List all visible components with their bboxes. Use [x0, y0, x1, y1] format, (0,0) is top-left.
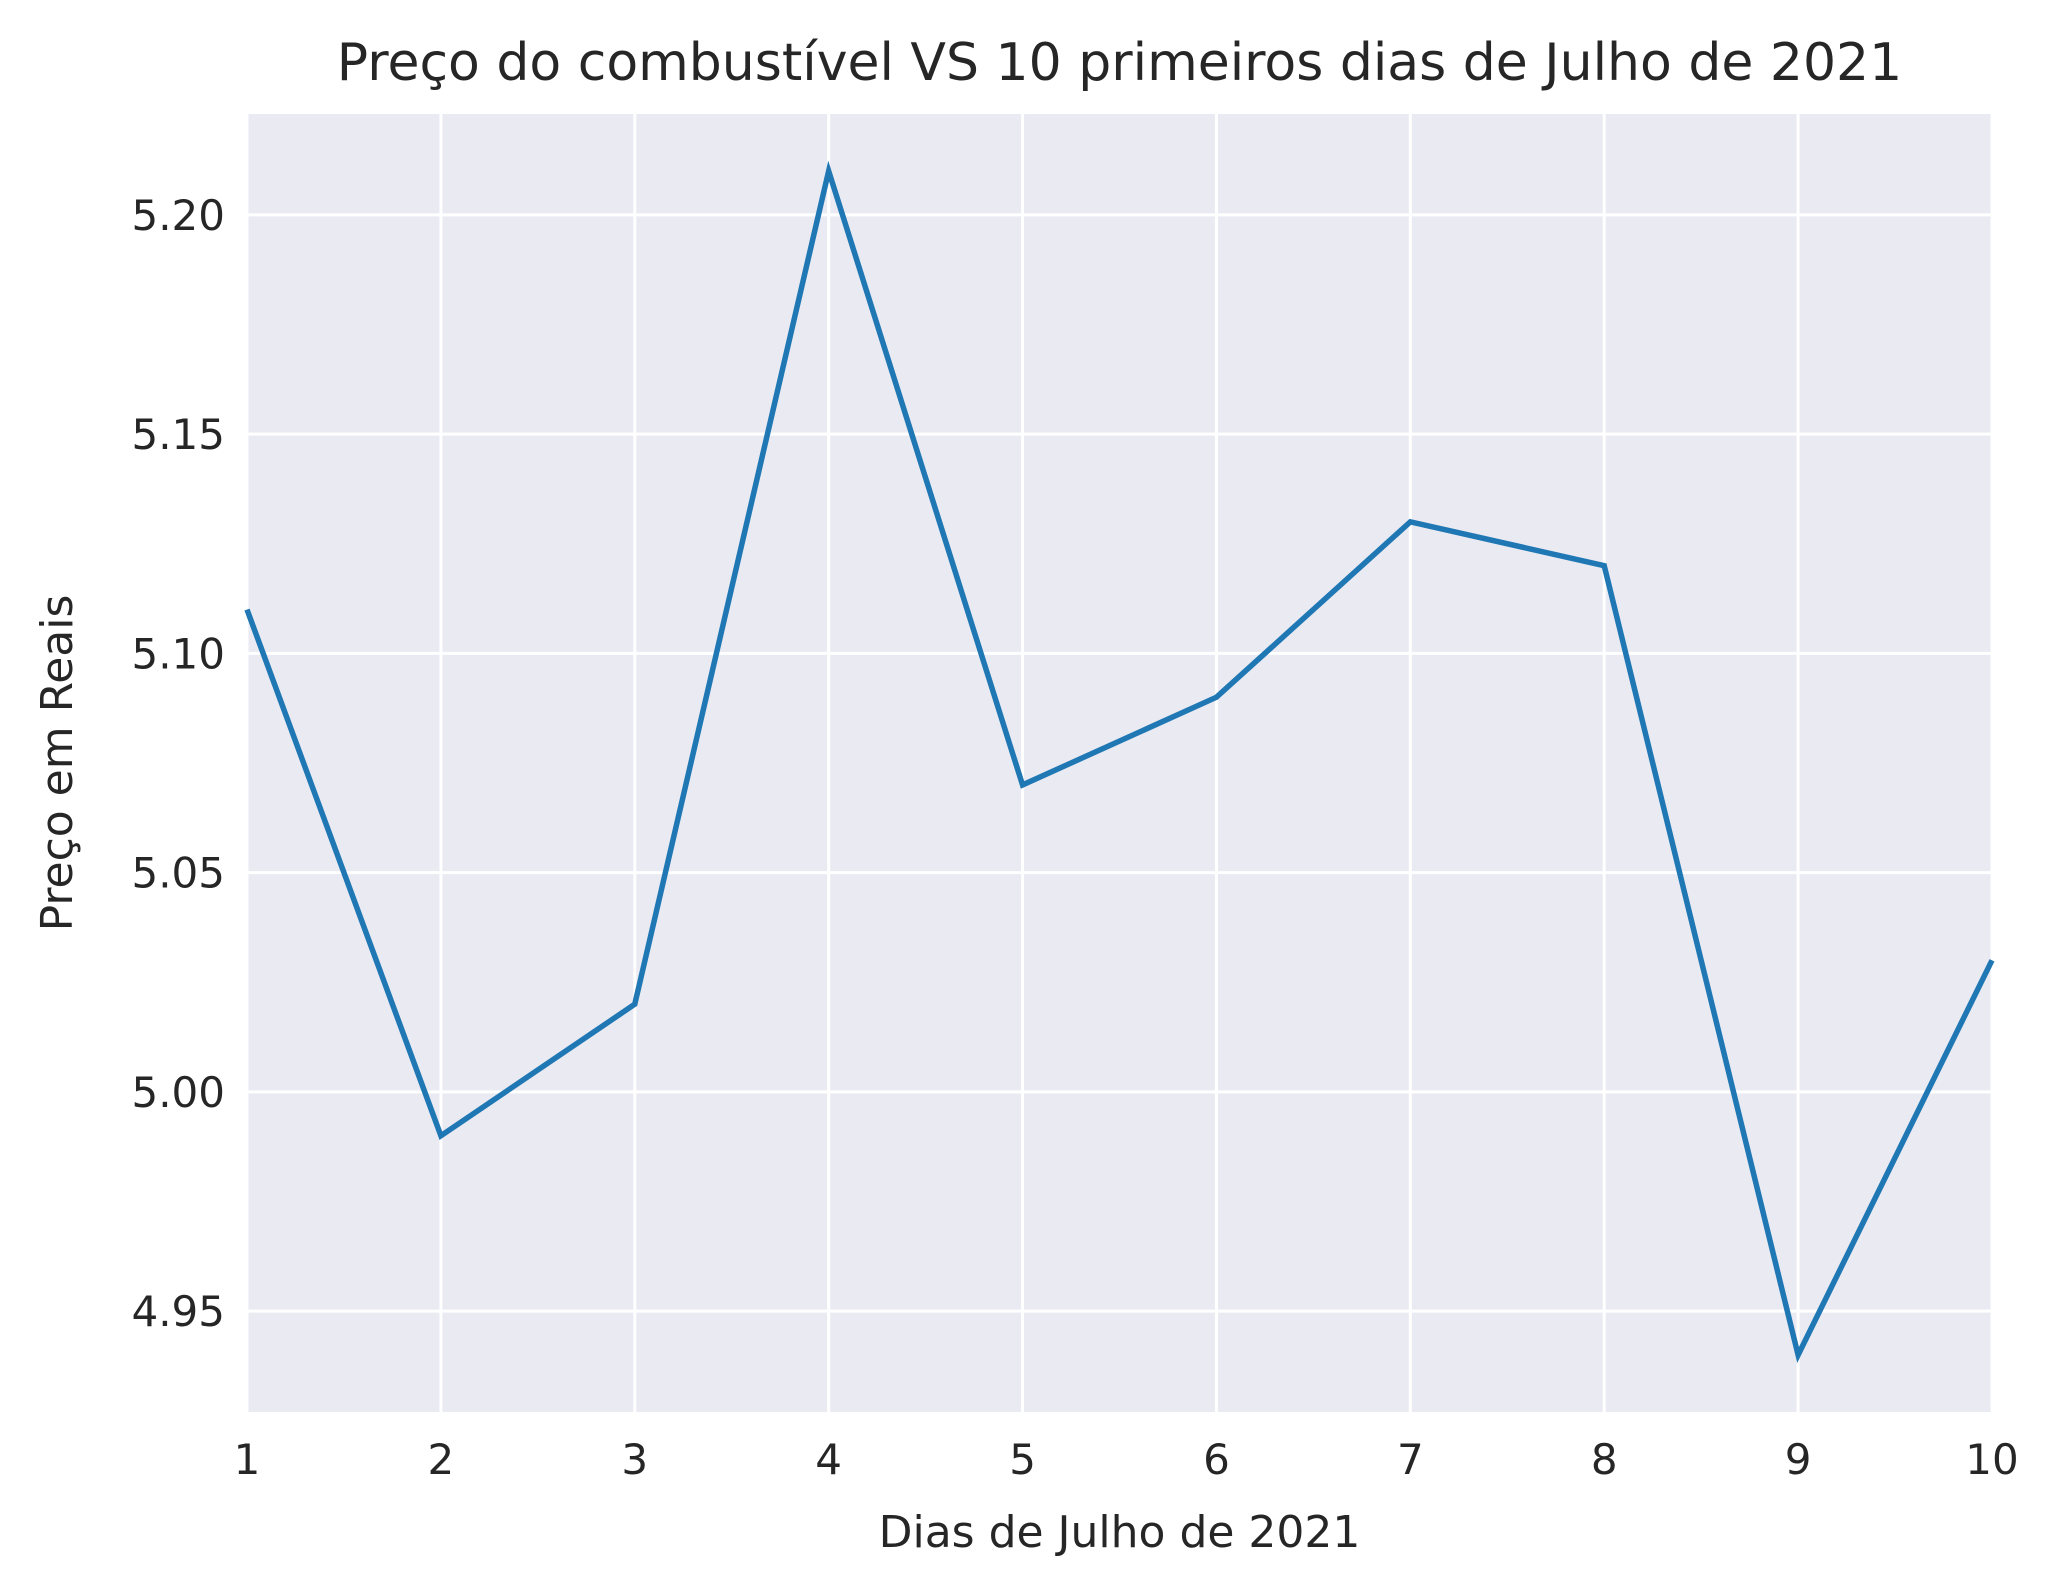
x-tick-label: 1	[234, 1435, 261, 1484]
y-tick-label: 5.15	[131, 410, 225, 459]
x-tick-label: 9	[1785, 1435, 1812, 1484]
x-tick-label: 10	[1965, 1435, 2018, 1484]
x-tick-label: 2	[428, 1435, 455, 1484]
y-tick-label: 5.10	[131, 629, 225, 678]
x-tick-label: 6	[1203, 1435, 1230, 1484]
series-line	[244, 160, 1995, 1363]
y-tick-label: 5.00	[131, 1068, 225, 1117]
y-tick-label: 4.95	[131, 1287, 225, 1336]
y-axis-label: Preço em Reais	[32, 595, 83, 932]
chart-title: Preço do combustível VS 10 primeiros dia…	[337, 33, 1902, 93]
x-tick-label: 7	[1397, 1435, 1424, 1484]
x-tick-label: 4	[815, 1435, 842, 1484]
x-tick-label: 5	[1009, 1435, 1036, 1484]
plot-area	[247, 114, 1992, 1412]
series-layer	[244, 160, 1995, 1363]
grid-lines	[245, 114, 1994, 1412]
x-axis-label: Dias de Julho de 2021	[879, 1507, 1361, 1558]
x-tick-label: 8	[1591, 1435, 1618, 1484]
y-tick-label: 5.05	[131, 849, 225, 898]
y-tick-label: 5.20	[131, 191, 225, 240]
x-tick-label: 3	[621, 1435, 648, 1484]
tick-labels: 1 2 3 4 5 6 7 8 9 10 4.95 5.00 5.05 5.10 5.15 5.20	[131, 191, 2018, 1484]
